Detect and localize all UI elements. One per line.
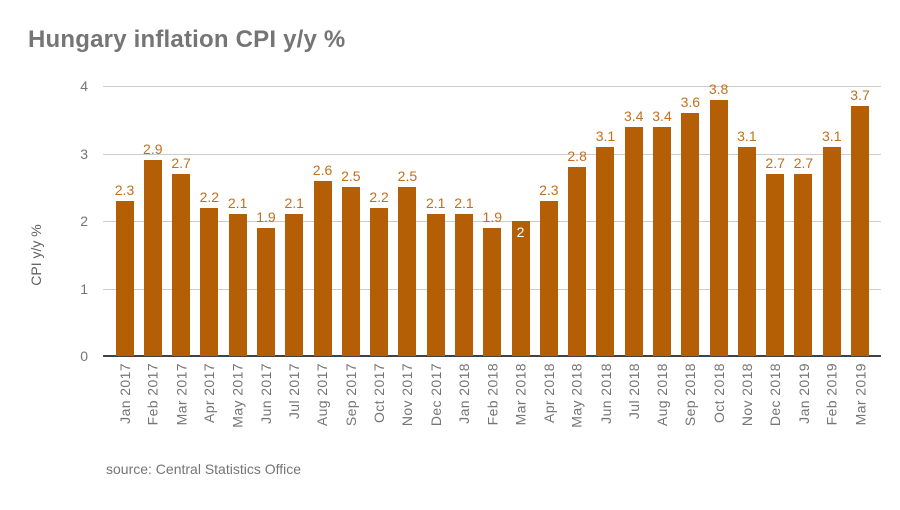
bar-value-label: 2.1 [425,195,446,212]
x-tick-label: Jun 2018 [597,363,614,424]
bar-value-label: 2.8 [567,148,587,164]
bar-value-label: 3.1 [595,127,616,144]
bar [822,146,841,356]
x-tick-label: Jan 2019 [795,363,812,424]
bar [568,167,587,356]
y-tick-label: 2 [80,213,88,229]
gridline [103,86,881,87]
y-tick-label: 4 [80,78,88,94]
bar-value-label: 2.6 [312,161,333,178]
bar-value-label: 2.7 [793,154,814,171]
bar [285,214,304,356]
bar [313,180,332,356]
bar [143,160,162,356]
y-tick-label: 1 [80,280,88,297]
bar-value-label: 2.1 [284,195,304,212]
bar-value-label: 2.2 [199,188,220,205]
x-tick-label: Aug 2017 [314,363,331,427]
bar-value-label: 2.1 [227,195,248,212]
x-tick-label: Nov 2017 [399,363,416,427]
x-tick-label: Apr 2017 [201,363,218,424]
bar [483,227,502,356]
bar [511,221,530,356]
bar [624,126,643,356]
bar [454,214,473,356]
x-tick-label: Oct 2018 [710,363,727,424]
x-tick-label: Mar 2019 [852,363,869,426]
bar-value-label: 2.3 [539,181,559,198]
bar [228,214,247,356]
bar [115,200,134,356]
bar [653,126,671,356]
x-tick-label: Jul 2018 [625,363,642,420]
x-tick-label: Aug 2018 [654,363,670,427]
x-tick-label: May 2018 [569,363,586,428]
bar-value-label: 2.7 [765,154,785,171]
chart-title: Hungary inflation CPI y/y % [28,26,346,53]
bar-value-label: 2.5 [341,168,361,185]
x-tick-label: Feb 2017 [144,363,161,426]
bar-value-label: 3.4 [623,107,644,124]
bar [398,187,417,356]
bar [370,207,389,356]
x-tick-label: Sep 2018 [682,363,699,427]
bar [256,227,275,356]
bar [681,113,700,356]
y-tick-label: 0 [80,348,88,364]
x-tick-label: Mar 2018 [512,363,529,426]
x-tick-label: Jun 2017 [257,363,274,424]
bar [539,200,558,356]
x-tick-label: Dec 2017 [427,363,444,427]
x-tick-label: Jan 2018 [455,363,472,424]
bar-value-label: 3.4 [652,107,672,124]
bar-value-label: 3.7 [850,87,870,104]
bar [341,187,360,356]
bar-value-label: 2.7 [171,154,191,171]
x-tick-label: Mar 2017 [173,363,190,426]
bar-value-label: 3.8 [708,80,729,97]
bar-value-label: 2.2 [369,188,389,205]
bar [737,146,756,356]
bar-value-label: 2.1 [454,195,474,212]
bar-value-label: 3.1 [822,127,842,144]
bar-value-label: 3.1 [737,127,757,144]
bar [851,106,870,356]
bar [794,173,813,356]
bar-value-label: 2.5 [397,168,418,185]
bar-value-label: 1.9 [482,208,502,225]
y-axis-title: CPI y/y % [28,224,44,286]
bar [709,99,728,356]
x-tick-label: Feb 2018 [484,363,501,426]
x-tick-label: Feb 2019 [823,363,840,426]
x-tick-label: Nov 2018 [738,363,755,427]
x-tick-label: Dec 2018 [767,363,784,427]
gridline [103,153,881,155]
bar-value-label: 2.3 [114,181,135,198]
bar [172,173,191,356]
x-tick-label: Sep 2017 [342,363,359,427]
x-tick-label: Oct 2017 [371,363,388,424]
x-axis-baseline [103,355,881,357]
bar [200,207,219,356]
bar [426,214,445,356]
gridline [103,221,881,222]
bar [596,146,615,356]
x-tick-label: Jul 2017 [286,363,303,420]
x-tick-label: May 2017 [229,363,246,428]
y-tick-label: 3 [80,145,88,162]
source-note: source: Central Statistics Office [106,461,302,477]
bar-value-label: 1.9 [256,208,276,225]
x-tick-label: Jan 2017 [116,363,133,424]
bar-value-label: 2.9 [143,141,163,158]
bar-value-label: 2 [516,224,525,240]
bar-value-label: 3.6 [680,94,701,110]
x-tick-label: Apr 2018 [540,363,557,424]
bar [766,173,785,356]
